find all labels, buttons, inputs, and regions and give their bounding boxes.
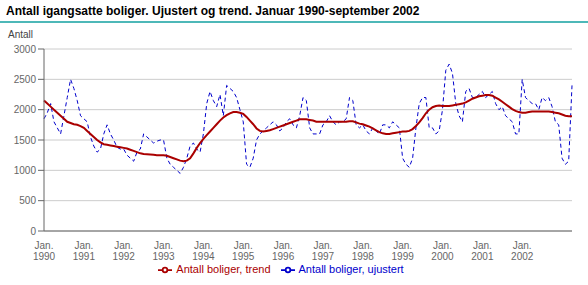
html-text:Antall boliger, ujustert: Antall boliger, ujustert [298, 263, 404, 275]
svg-text:2000: 2000 [14, 104, 37, 115]
svg-text:Jan.1992: Jan.1992 [113, 240, 136, 262]
svg-text:Jan.1995: Jan.1995 [232, 240, 255, 262]
svg-text:Jan.1991: Jan.1991 [73, 240, 96, 262]
svg-text:Jan.1998: Jan.1998 [352, 240, 375, 262]
svg-text:0: 0 [30, 226, 36, 237]
svg-text:Jan.2000: Jan.2000 [431, 240, 454, 262]
svg-text:Jan.1990: Jan.1990 [33, 240, 56, 262]
svg-text:2500: 2500 [14, 74, 37, 85]
svg-text:Jan.2002: Jan.2002 [511, 240, 534, 262]
svg-text:500: 500 [19, 195, 36, 206]
html-text:Antall igangsatte boliger. Uju: Antall igangsatte boliger. Ujustert og t… [6, 4, 420, 18]
svg-text:3000: 3000 [14, 44, 37, 55]
svg-text:Jan.1997: Jan.1997 [312, 240, 335, 262]
svg-text:Jan.1994: Jan.1994 [192, 240, 215, 262]
svg-text:Jan.1996: Jan.1996 [272, 240, 295, 262]
html-text:Antall boliger, trend: Antall boliger, trend [176, 263, 271, 275]
svg-text:Jan.1999: Jan.1999 [392, 240, 415, 262]
html-text:Antall: Antall [8, 29, 33, 40]
svg-text:Jan.1993: Jan.1993 [152, 240, 175, 262]
svg-text:1000: 1000 [14, 165, 37, 176]
svg-text:Jan.2001: Jan.2001 [471, 240, 494, 262]
svg-text:1500: 1500 [14, 135, 37, 146]
